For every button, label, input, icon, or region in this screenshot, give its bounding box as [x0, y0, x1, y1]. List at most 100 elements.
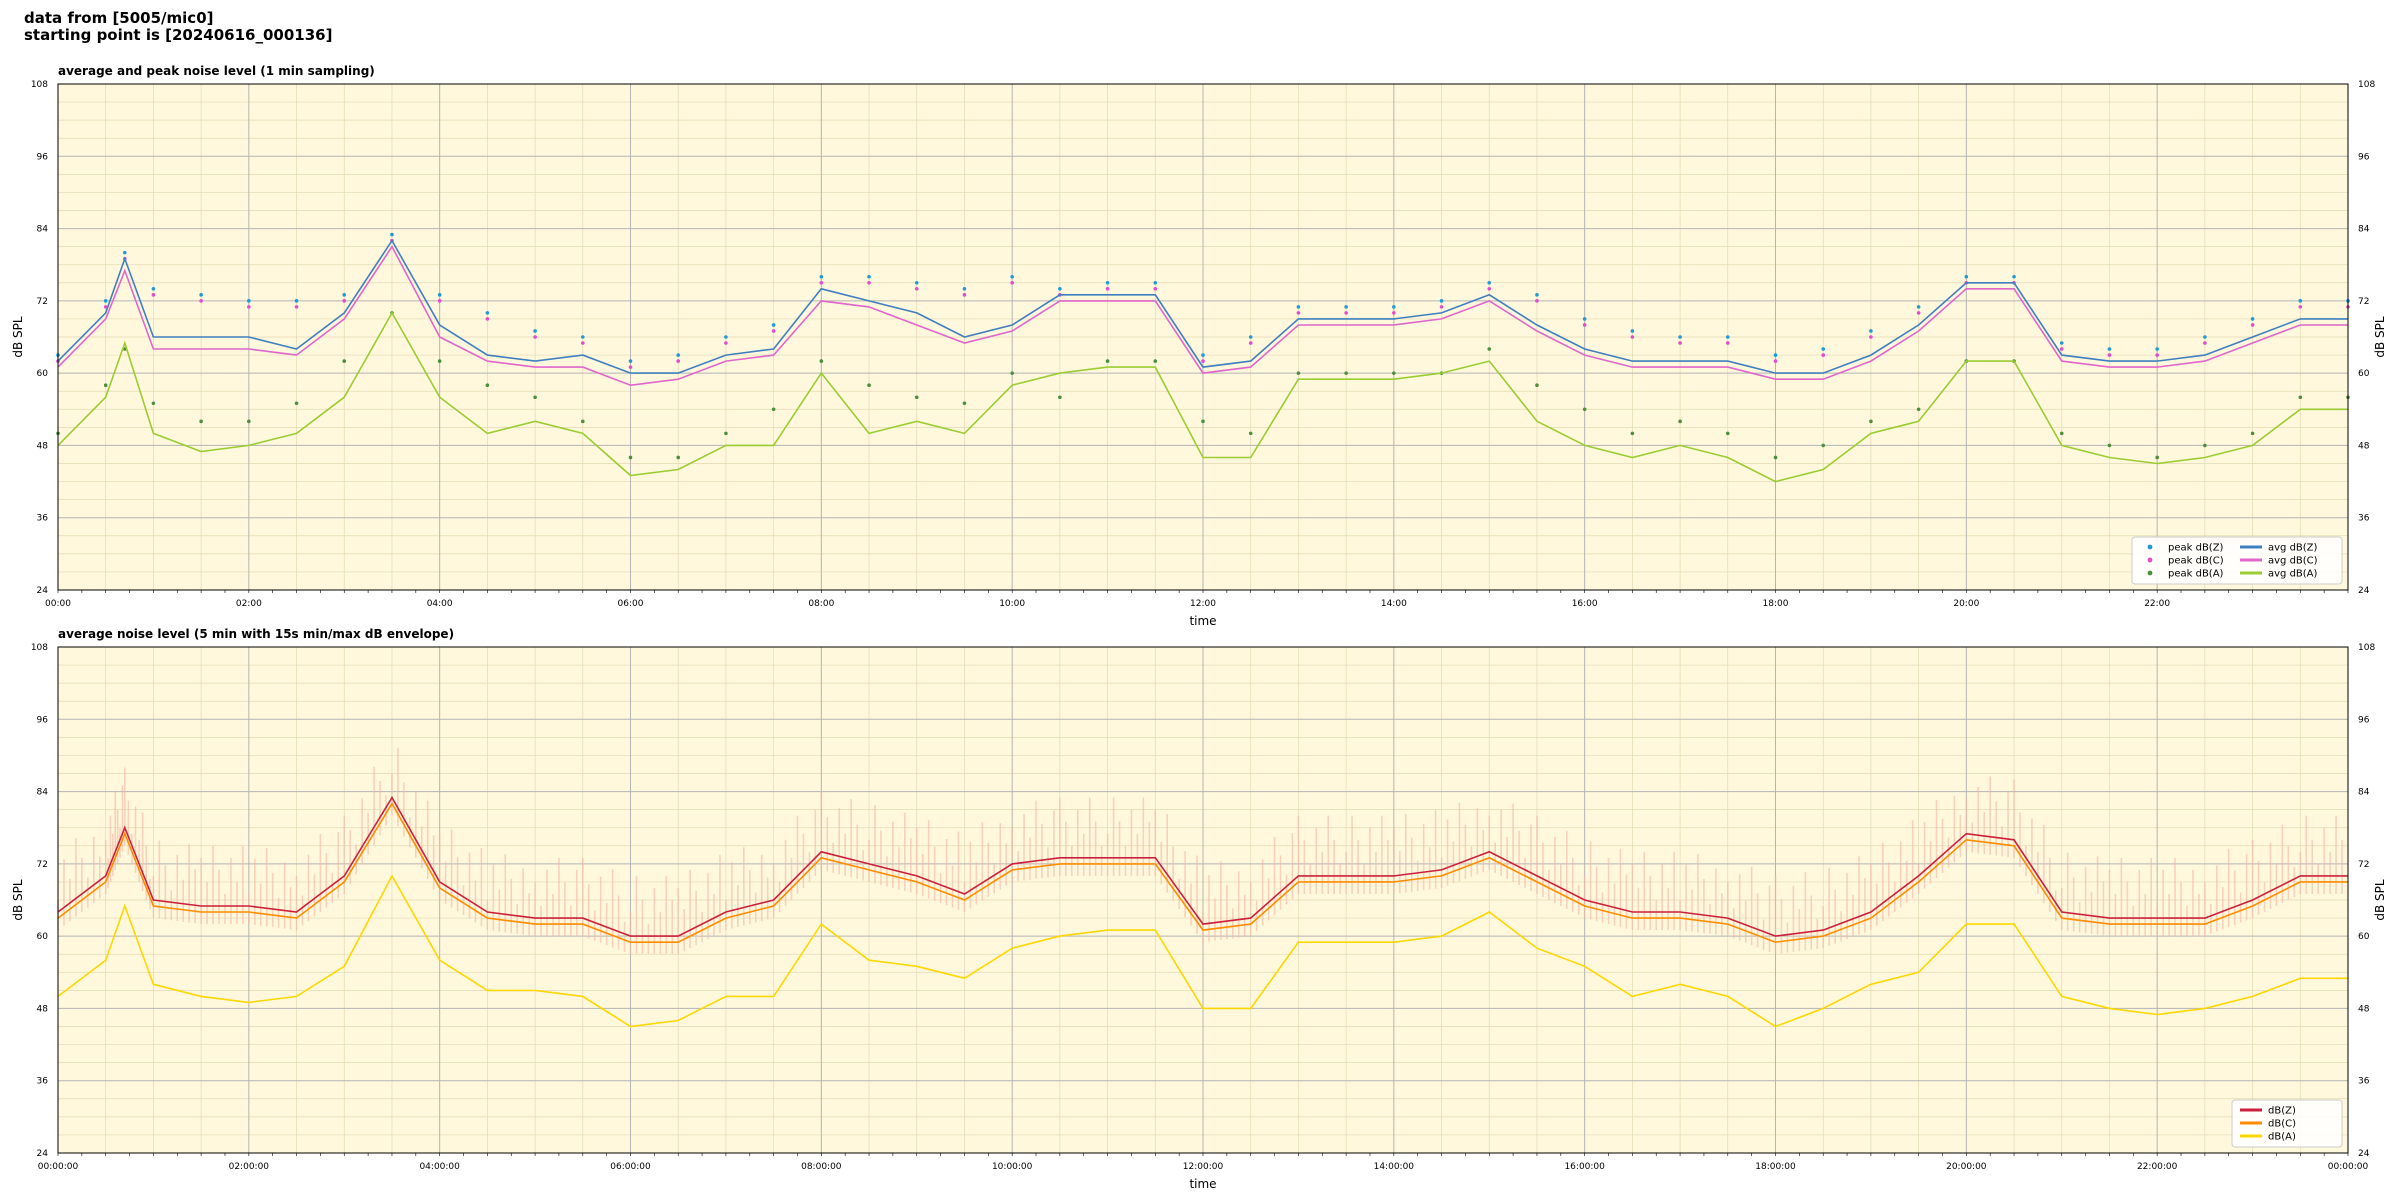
y-tick-label-right: 84	[2358, 788, 2370, 798]
x-tick-label: 00:00:00	[2328, 1162, 2369, 1172]
scatter-point	[485, 317, 490, 321]
scatter-point	[1248, 431, 1253, 436]
scatter-point	[103, 305, 108, 309]
y-tick-label: 108	[31, 80, 48, 90]
scatter-point	[1105, 287, 1110, 291]
scatter-point	[2250, 431, 2255, 436]
scatter-point	[724, 341, 728, 345]
scatter-point	[2107, 353, 2112, 357]
scatter-point	[676, 353, 681, 357]
legend-marker	[2147, 544, 2153, 550]
scatter-point	[962, 293, 967, 297]
y-tick-label-right: 72	[2358, 297, 2369, 307]
y-tick-label-right: 60	[2358, 369, 2370, 379]
scatter-point	[1392, 305, 1396, 309]
y-axis-label-right: dB SPL	[2373, 879, 2387, 921]
scatter-point	[103, 299, 108, 303]
scatter-point	[1773, 353, 1778, 357]
scatter-point	[2203, 443, 2207, 448]
y-tick-label: 48	[37, 441, 49, 451]
y-tick-label-right: 108	[2358, 643, 2375, 653]
scatter-point	[437, 293, 442, 297]
scatter-point	[1010, 274, 1014, 279]
y-tick-label: 24	[37, 586, 49, 596]
header-start-line: starting point is [20240616_000136]	[24, 26, 333, 44]
scatter-point	[1773, 455, 1778, 460]
y-tick-label: 72	[37, 297, 48, 307]
y-tick-label: 108	[31, 643, 48, 653]
plot-title: average noise level (5 min with 15s min/…	[58, 627, 454, 641]
legend-label: dB(Z)	[2268, 1106, 2296, 1117]
scatter-point	[1010, 371, 1014, 375]
scatter-point	[1916, 305, 1921, 309]
legend-label: peak dB(Z)	[2168, 543, 2224, 554]
scatter-point	[1344, 305, 1348, 309]
x-tick-label: 18:00	[1763, 599, 1789, 609]
scatter-point	[580, 341, 585, 345]
scatter-point	[1296, 371, 1301, 375]
scatter-point	[485, 311, 490, 315]
y-tick-label: 84	[37, 788, 49, 798]
scatter-point	[151, 293, 156, 297]
scatter-point	[1678, 419, 1682, 424]
chart-2: 24 24 36 36 48 48 60 60 72 72 84 84 96 96 108 108 00:00:…	[11, 627, 2387, 1191]
scatter-point	[437, 359, 442, 363]
scatter-point	[1153, 359, 1158, 363]
y-tick-label-right: 96	[2358, 715, 2370, 725]
chart-1: 24 24 36 36 48 48 60 60 72 72 84 84 96 96 108 108 00:00 0…	[11, 64, 2387, 628]
y-tick-label: 60	[37, 369, 49, 379]
scatter-point	[247, 419, 251, 424]
scatter-point	[1582, 317, 1587, 321]
y-tick-label-right: 84	[2358, 225, 2370, 235]
scatter-point	[1773, 359, 1778, 363]
scatter-point	[294, 401, 299, 406]
x-tick-label: 04:00	[427, 599, 453, 609]
series-line	[57, 311, 2348, 483]
y-tick-label-right: 24	[2358, 586, 2370, 596]
scatter-point	[1105, 280, 1110, 285]
scatter-point	[437, 299, 442, 303]
scatter-point	[676, 359, 681, 363]
legend-label: peak dB(C)	[2168, 556, 2224, 567]
legend-label: dB(A)	[2268, 1132, 2296, 1143]
x-axis-label: time	[1189, 1177, 1216, 1191]
x-tick-label: 08:00	[808, 599, 834, 609]
scatter-point	[247, 299, 251, 303]
y-tick-label: 24	[37, 1149, 49, 1159]
y-tick-label-right: 36	[2358, 1077, 2370, 1087]
scatter-point	[2155, 353, 2159, 357]
scatter-point	[2298, 395, 2303, 400]
scatter-point	[1058, 395, 1062, 400]
scatter-point	[1344, 311, 1348, 315]
scatter-point	[867, 383, 871, 387]
scatter-point	[580, 419, 585, 424]
scatter-point	[1725, 335, 1730, 339]
scatter-point	[819, 280, 824, 285]
scatter-point	[962, 401, 967, 406]
scatter-point	[1535, 299, 1539, 303]
y-tick-label: 72	[37, 860, 48, 870]
scatter-point	[962, 287, 967, 291]
scatter-point	[485, 383, 490, 387]
scatter-point	[914, 395, 919, 400]
legend-marker	[2147, 557, 2153, 563]
y-tick-label-right: 48	[2358, 441, 2370, 451]
y-tick-label: 48	[37, 1004, 49, 1014]
x-tick-label: 14:00:00	[1374, 1162, 1415, 1172]
x-axis-label: time	[1189, 614, 1216, 628]
scatter-point	[1058, 287, 1062, 291]
y-tick-label-right: 36	[2358, 514, 2370, 524]
scatter-point	[199, 293, 203, 297]
scatter-point	[2107, 347, 2112, 351]
x-tick-label: 10:00:00	[992, 1162, 1033, 1172]
scatter-point	[199, 299, 203, 303]
scatter-point	[1201, 353, 1205, 357]
x-tick-label: 02:00:00	[229, 1162, 270, 1172]
x-tick-label: 06:00	[618, 599, 644, 609]
scatter-point	[1535, 293, 1539, 297]
y-tick-label: 60	[37, 932, 49, 942]
x-tick-label: 22:00	[2144, 599, 2170, 609]
x-tick-label: 04:00:00	[419, 1162, 460, 1172]
series-line	[57, 239, 2348, 374]
scatter-point	[1821, 353, 1826, 357]
